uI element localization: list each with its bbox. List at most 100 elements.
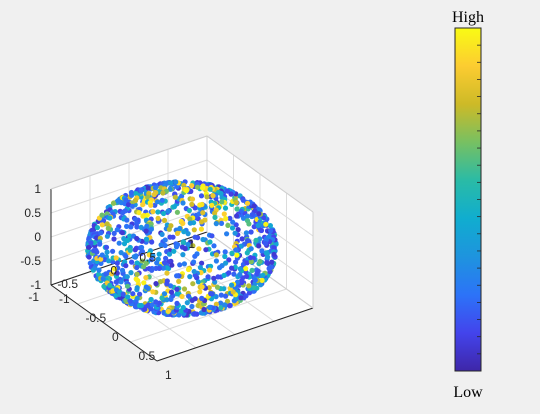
data-point	[152, 202, 158, 208]
data-point	[256, 243, 262, 249]
data-point	[157, 279, 164, 285]
data-point	[265, 254, 271, 260]
data-point	[258, 227, 264, 233]
data-point	[268, 228, 274, 234]
data-point	[158, 242, 164, 248]
data-point	[218, 220, 225, 226]
data-point	[213, 221, 219, 227]
data-point	[150, 289, 156, 295]
data-point	[221, 211, 227, 217]
data-point	[177, 225, 183, 232]
data-point	[138, 302, 144, 309]
data-point	[235, 227, 241, 233]
data-point	[148, 296, 154, 303]
data-point	[181, 286, 188, 292]
data-point	[118, 279, 124, 285]
data-point	[143, 284, 149, 290]
data-point	[160, 190, 166, 196]
data-point	[245, 238, 251, 244]
data-point	[162, 242, 168, 249]
data-point	[180, 200, 186, 206]
data-point	[107, 282, 113, 288]
z-tick-label: -0.5	[20, 254, 41, 268]
data-point	[226, 257, 232, 263]
data-point	[161, 309, 167, 315]
data-point	[176, 312, 182, 318]
data-point	[246, 283, 252, 289]
data-point	[218, 292, 224, 298]
data-point	[233, 247, 239, 253]
data-point	[143, 275, 149, 281]
data-point	[152, 185, 159, 191]
z-tick-label: 0.5	[24, 206, 41, 220]
data-point	[249, 267, 255, 273]
data-point	[174, 209, 180, 215]
data-point	[227, 215, 233, 221]
data-point	[150, 209, 156, 215]
data-point	[167, 234, 173, 240]
data-point	[221, 302, 228, 308]
data-point	[244, 200, 251, 206]
data-point	[192, 296, 198, 302]
data-point	[114, 227, 120, 233]
data-point	[174, 286, 180, 292]
data-point	[130, 291, 136, 297]
data-point	[132, 254, 138, 260]
data-point	[211, 243, 217, 249]
data-point	[186, 293, 192, 299]
data-point	[244, 273, 250, 279]
data-point	[215, 274, 221, 280]
data-point	[229, 225, 236, 231]
data-point	[234, 206, 240, 212]
data-point	[223, 216, 229, 222]
data-point	[141, 280, 147, 286]
data-point	[226, 270, 232, 276]
data-point	[212, 210, 218, 216]
x-tick-label: 0	[112, 330, 119, 344]
data-point	[183, 188, 189, 194]
data-point	[217, 265, 223, 271]
data-point	[222, 205, 229, 211]
data-point	[171, 204, 177, 210]
data-point	[181, 261, 187, 267]
data-point	[101, 283, 107, 289]
data-point	[271, 251, 277, 257]
data-point	[151, 192, 157, 198]
data-point	[145, 194, 151, 200]
grid-line-z	[50, 159, 208, 214]
data-point	[119, 230, 125, 236]
z-tick-label: -1	[30, 278, 41, 292]
data-point	[251, 224, 257, 230]
data-point	[106, 258, 112, 264]
data-point	[230, 219, 236, 225]
data-point	[145, 302, 152, 308]
data-point	[200, 236, 206, 243]
data-point	[238, 278, 245, 284]
data-point	[181, 229, 187, 235]
data-point	[153, 299, 159, 305]
data-point	[227, 303, 233, 309]
data-point	[252, 208, 258, 214]
data-point	[199, 295, 205, 301]
data-point	[98, 230, 104, 236]
data-point	[205, 274, 211, 280]
data-point	[156, 265, 162, 271]
data-point	[134, 260, 140, 266]
data-point	[244, 213, 250, 219]
data-point	[161, 260, 168, 266]
data-point	[125, 294, 131, 300]
data-point	[189, 303, 195, 310]
data-point	[173, 179, 179, 185]
data-point	[159, 197, 165, 203]
data-point	[161, 291, 168, 297]
data-point	[240, 197, 246, 203]
data-point	[86, 254, 92, 260]
data-point	[254, 271, 260, 277]
data-point	[260, 272, 266, 278]
data-point	[88, 240, 94, 246]
data-point	[169, 262, 175, 268]
y-tick-label: -0.5	[57, 277, 78, 291]
data-point	[207, 267, 213, 273]
data-point	[94, 225, 100, 231]
data-point	[98, 260, 104, 266]
